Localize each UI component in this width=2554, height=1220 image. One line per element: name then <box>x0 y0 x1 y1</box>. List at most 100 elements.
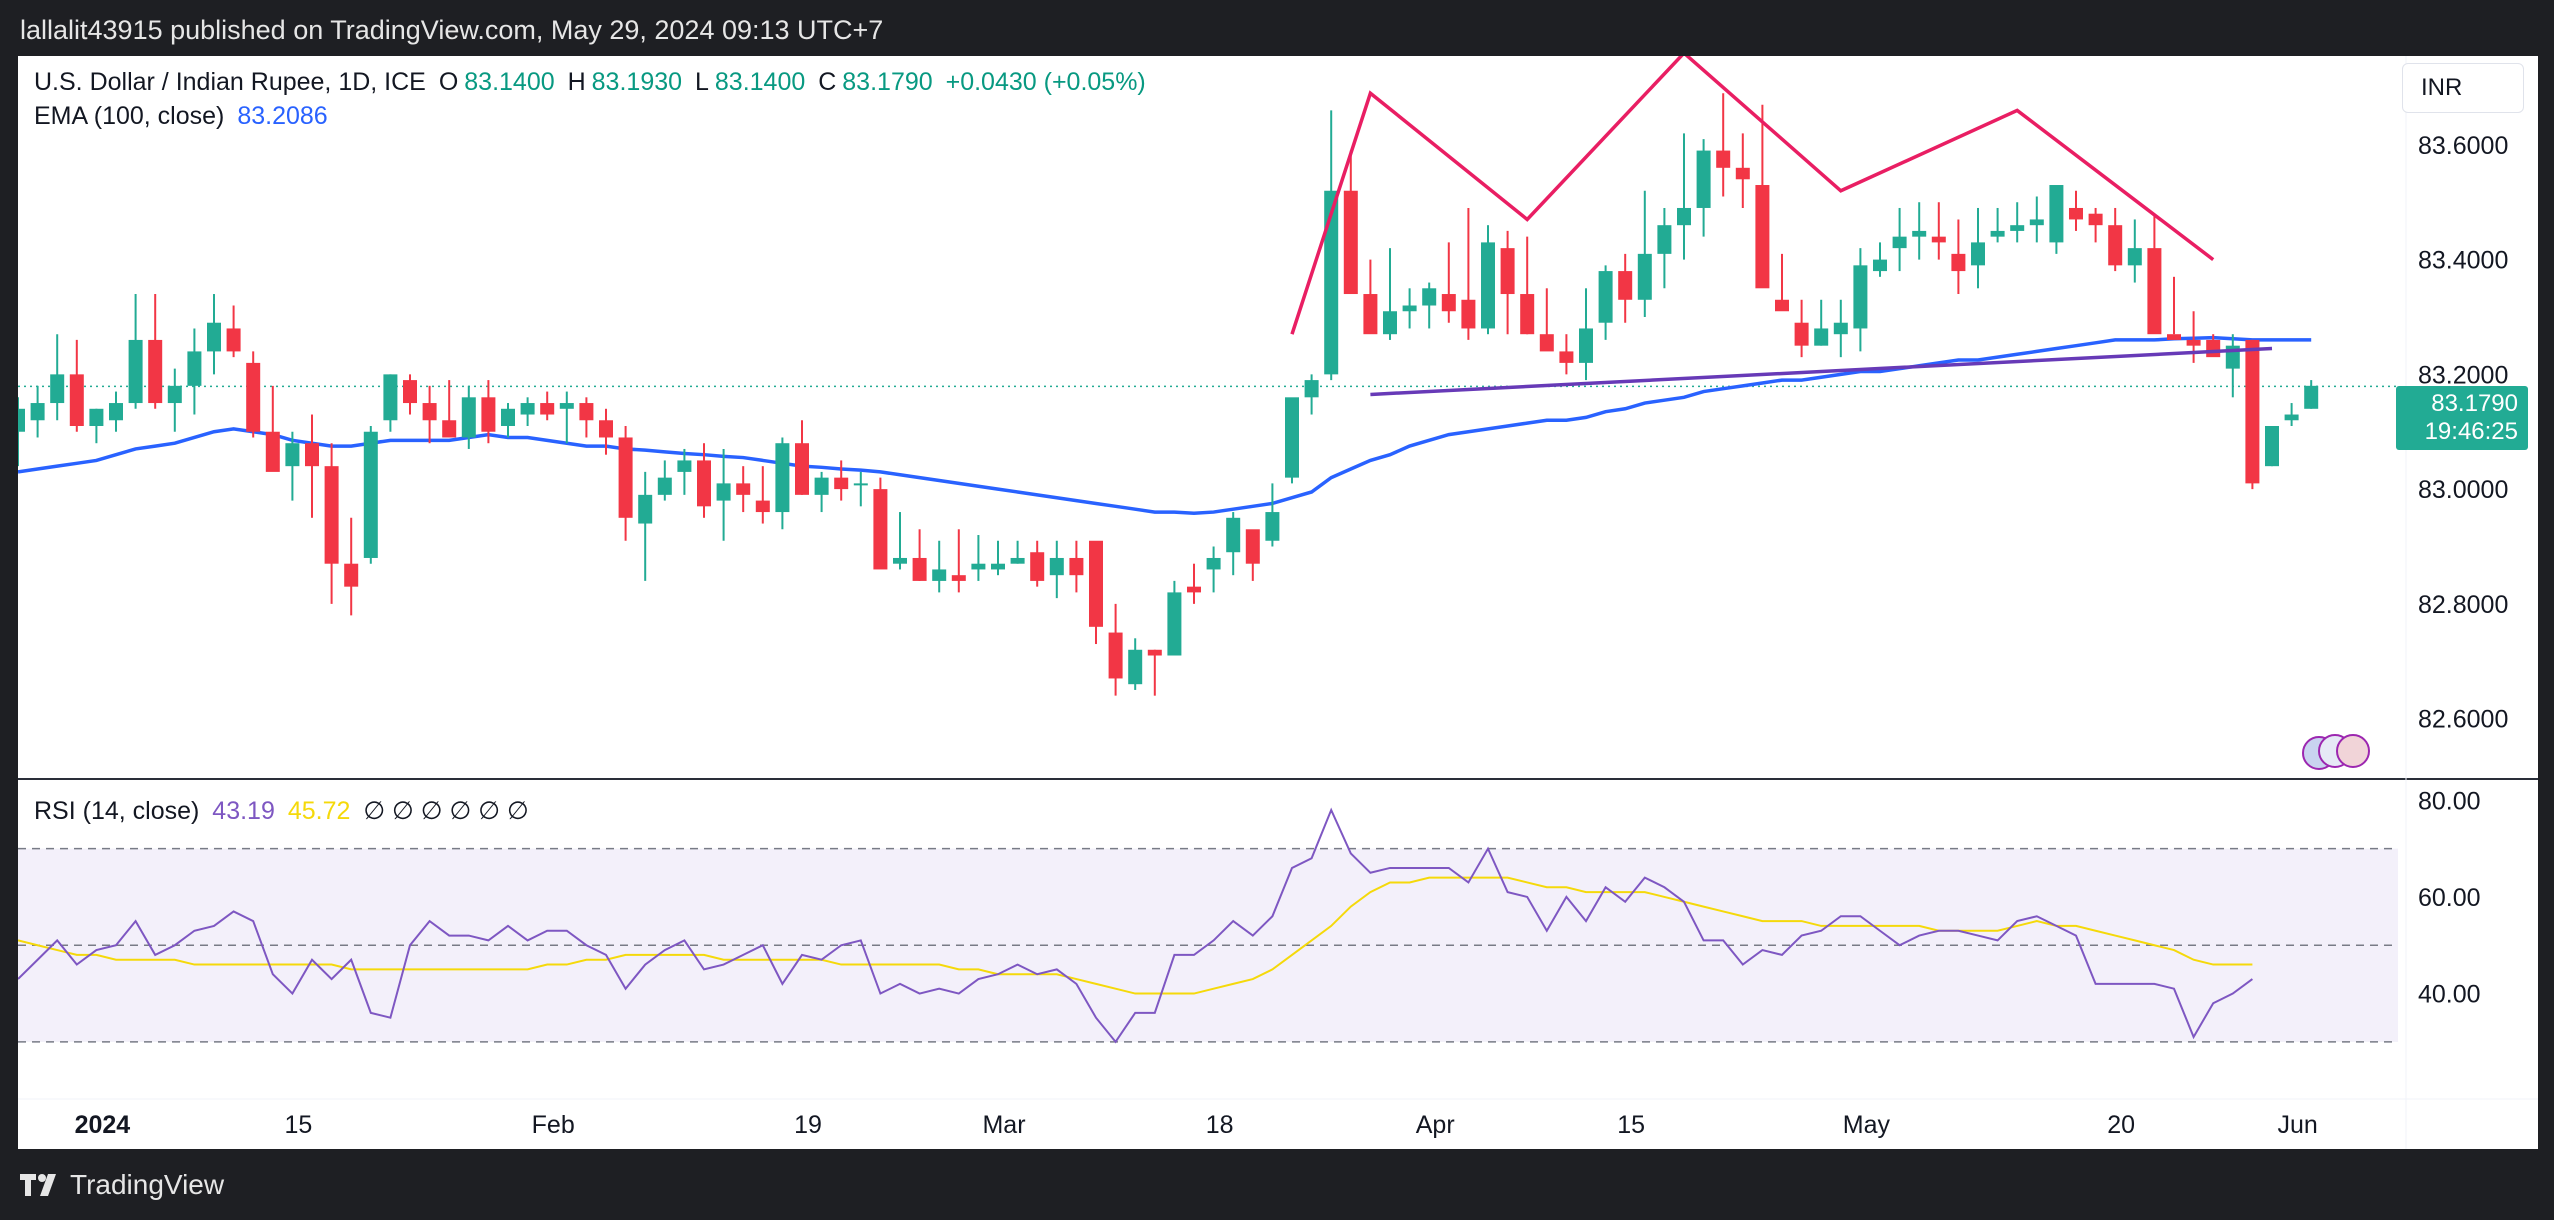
symbol-title[interactable]: U.S. Dollar / Indian Rupee, 1D, ICE <box>34 68 426 96</box>
candle <box>1892 207 1907 272</box>
close-label: C <box>818 68 837 96</box>
candle <box>1775 253 1789 312</box>
candle-body <box>18 408 25 432</box>
candle-body <box>716 483 731 501</box>
candle-body <box>1285 397 1299 478</box>
chart-canvas[interactable]: 82.6000 82.8000 83.0000 83.2000 83.4000 83.60… <box>18 56 2538 1149</box>
candle <box>1304 374 1319 415</box>
candle <box>1285 397 1299 484</box>
rsi-line <box>18 807 2253 1044</box>
open-value: 83.1400 <box>464 68 555 96</box>
low-value: 83.1400 <box>714 68 806 96</box>
candle <box>912 529 927 581</box>
candle <box>1049 540 1064 599</box>
candle-body <box>1971 242 1985 266</box>
close-value: 83.1790 <box>842 68 933 96</box>
candle <box>1520 236 1535 335</box>
candle <box>618 426 633 541</box>
candle <box>775 437 790 530</box>
candle <box>481 380 496 444</box>
candle <box>2088 207 2103 243</box>
candle-body <box>951 575 966 581</box>
candle-body <box>991 563 1005 570</box>
rsi-legend[interactable]: RSI (14, close) 43.19 45.72 ∅ ∅ ∅ ∅ ∅ ∅ <box>34 796 535 826</box>
candle-body <box>363 431 378 558</box>
us-flag-icon[interactable] <box>2336 734 2370 768</box>
price-tick-label: 83.4000 <box>2418 247 2508 275</box>
candle <box>1206 546 1221 593</box>
candle-body <box>540 403 555 415</box>
candle-body <box>2147 248 2162 335</box>
time-tick-label: Feb <box>532 1111 575 1139</box>
candle <box>1853 248 1868 352</box>
candle <box>1108 603 1123 696</box>
candle <box>1147 649 1162 696</box>
candle <box>1657 207 1672 289</box>
candle-body <box>1030 552 1045 581</box>
candle <box>1618 253 1633 323</box>
brand-name[interactable]: TradingView <box>70 1168 225 1200</box>
candle <box>971 535 986 581</box>
candle <box>1833 299 1848 358</box>
candle <box>1637 190 1652 317</box>
candle <box>1951 219 1966 295</box>
tradingview-logo-icon[interactable] <box>20 1173 60 1196</box>
candle <box>305 414 319 518</box>
candle-body <box>2304 385 2319 409</box>
candle <box>403 374 417 415</box>
rsi-value: 43.19 <box>212 797 275 825</box>
currency-button[interactable]: INR <box>2402 63 2524 113</box>
candle <box>834 460 849 501</box>
candle <box>1383 248 1397 340</box>
candle-body <box>187 351 202 386</box>
rsi-label: RSI (14, close) <box>34 797 200 825</box>
candle <box>1971 207 1985 289</box>
candle-body <box>109 403 123 421</box>
candle-body <box>422 403 437 421</box>
candle-body <box>2069 207 2083 220</box>
candle <box>638 471 653 581</box>
candle-body <box>1226 517 1241 553</box>
candle <box>89 408 104 444</box>
candle <box>69 339 84 432</box>
candle-body <box>755 500 770 513</box>
candle <box>1990 207 2005 243</box>
ema-legend[interactable]: EMA (100, close) 83.2086 <box>34 102 334 131</box>
candle <box>167 368 182 432</box>
candle-body <box>285 443 300 467</box>
candle-body <box>1696 150 1711 208</box>
price-tick-label: 83.0000 <box>2418 476 2508 504</box>
last-price-tag: 83.1790 19:46:25 <box>2396 386 2528 450</box>
candle-body <box>1755 185 1770 289</box>
na-values: ∅ ∅ ∅ ∅ ∅ ∅ <box>363 797 529 825</box>
candle <box>1030 540 1045 587</box>
candle-body <box>1912 230 1927 237</box>
candle-body <box>1402 305 1417 312</box>
candle-body <box>1951 253 1966 272</box>
candle-body <box>305 443 319 467</box>
candle <box>226 305 241 358</box>
chart-panel[interactable]: 82.6000 82.8000 83.0000 83.2000 83.4000 83.60… <box>18 56 2538 1149</box>
candle-body <box>442 420 457 438</box>
time-tick-label: 20 <box>2107 1111 2135 1139</box>
candle <box>344 517 359 616</box>
candle-body <box>1579 328 1593 363</box>
candle-body <box>1108 632 1123 679</box>
candle-body <box>207 322 221 352</box>
candle <box>559 391 574 444</box>
price-tick-label: 82.6000 <box>2418 706 2508 734</box>
candle <box>540 391 555 421</box>
candle-body <box>246 362 261 432</box>
footer: TradingView <box>0 1149 2554 1220</box>
candle-body <box>1618 271 1633 300</box>
candle-body <box>1500 248 1515 295</box>
candle-body <box>1539 334 1554 352</box>
candle <box>1343 150 1358 295</box>
candle <box>422 385 437 444</box>
candle <box>2029 196 2044 243</box>
candle-body <box>1304 380 1319 398</box>
candle <box>755 466 770 524</box>
currency-label: INR <box>2421 74 2463 101</box>
candle-body <box>1598 271 1613 323</box>
candle <box>246 351 261 438</box>
